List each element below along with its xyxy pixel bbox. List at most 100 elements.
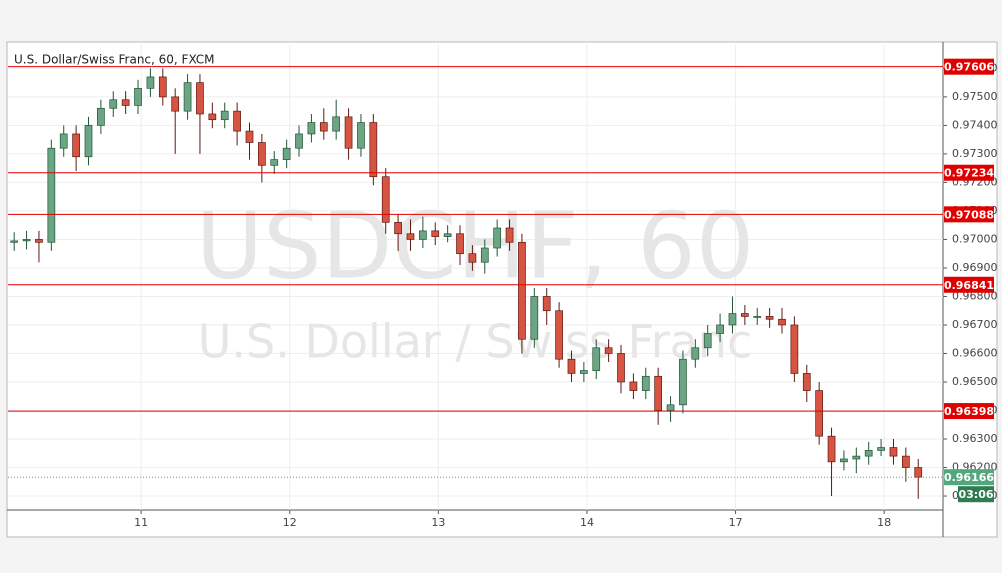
candle-body bbox=[84, 125, 93, 158]
candle-body bbox=[369, 122, 378, 178]
candle-body bbox=[901, 455, 910, 468]
candle-body bbox=[146, 76, 155, 89]
candle-body bbox=[47, 147, 56, 243]
candle-body bbox=[245, 130, 254, 143]
candle-body bbox=[443, 233, 452, 237]
watermark: USDCHF, 60 bbox=[196, 192, 754, 299]
last-price-label: 0.96166 bbox=[944, 471, 994, 484]
candle-body bbox=[344, 116, 353, 149]
candle-body bbox=[765, 316, 774, 320]
candle-body bbox=[171, 96, 180, 112]
candle-body bbox=[134, 87, 142, 106]
candle-body bbox=[852, 455, 861, 460]
candle-body bbox=[592, 347, 601, 371]
candle-body bbox=[35, 239, 43, 243]
candle-body bbox=[827, 435, 836, 463]
candle-body bbox=[109, 99, 118, 109]
candle-body bbox=[332, 116, 341, 132]
candle-body bbox=[456, 233, 464, 255]
candle-body bbox=[22, 239, 31, 242]
level-label: 0.97088 bbox=[944, 208, 994, 221]
candle-body bbox=[270, 159, 279, 166]
level-label: 0.96398 bbox=[944, 405, 994, 418]
y-tick-label: 0.97400 bbox=[952, 118, 998, 131]
candle-body bbox=[295, 133, 303, 149]
level-label-box bbox=[944, 58, 994, 75]
candle-body bbox=[691, 347, 700, 360]
chart-title: U.S. Dollar/Swiss Franc, 60, FXCM bbox=[14, 53, 215, 67]
x-tick-label: 13 bbox=[431, 516, 445, 529]
candle-body bbox=[877, 447, 885, 451]
candle-body bbox=[72, 133, 80, 158]
candle-body bbox=[258, 142, 266, 166]
candle-body bbox=[220, 110, 229, 121]
candle-body bbox=[580, 370, 588, 374]
candle-body bbox=[840, 458, 848, 463]
level-label: 0.97606 bbox=[944, 61, 994, 74]
candle-body bbox=[654, 375, 663, 411]
candle-body bbox=[741, 313, 749, 317]
candle-body bbox=[505, 227, 514, 243]
watermark-subtitle: U.S. Dollar / Swiss Franc bbox=[198, 315, 753, 369]
candle-body bbox=[419, 230, 427, 240]
candle-body bbox=[158, 76, 167, 98]
y-tick-label: 0.96300 bbox=[952, 432, 998, 445]
countdown: 03:06 bbox=[958, 488, 993, 501]
candle-body bbox=[617, 353, 625, 383]
candle-body bbox=[716, 324, 724, 334]
candle-body bbox=[802, 373, 811, 391]
x-tick-label: 14 bbox=[580, 516, 594, 529]
y-tick-label: 0.97300 bbox=[952, 147, 998, 160]
y-tick-label: 0.96600 bbox=[952, 346, 998, 359]
y-tick-label: 0.97000 bbox=[952, 232, 998, 245]
candle-body bbox=[97, 107, 105, 126]
candle-body bbox=[914, 467, 923, 478]
candle-body bbox=[790, 324, 799, 374]
last-price-box bbox=[944, 469, 994, 486]
candle-body bbox=[728, 313, 737, 326]
x-tick-label: 17 bbox=[729, 516, 743, 529]
candle-body bbox=[641, 375, 650, 391]
candle-body bbox=[394, 221, 402, 235]
level-label-box bbox=[944, 403, 994, 420]
candle-body bbox=[666, 404, 675, 411]
candle-body bbox=[208, 113, 217, 121]
x-tick-label: 18 bbox=[877, 516, 891, 529]
level-label: 0.96841 bbox=[944, 279, 994, 292]
candle-body bbox=[629, 381, 638, 391]
candle-body bbox=[431, 230, 440, 237]
candle-body bbox=[493, 227, 502, 249]
candle-body bbox=[233, 110, 241, 132]
candle-body bbox=[778, 318, 786, 326]
level-label: 0.97234 bbox=[944, 167, 994, 180]
candle-body bbox=[703, 333, 712, 349]
plot bbox=[10, 68, 923, 499]
candle-body bbox=[357, 122, 365, 149]
candle-body bbox=[196, 82, 204, 115]
candle-body bbox=[183, 82, 192, 112]
candle-body bbox=[480, 247, 489, 263]
y-tick-label: 0.96700 bbox=[952, 318, 998, 331]
candle-body bbox=[815, 390, 824, 437]
candle-body bbox=[555, 310, 563, 360]
level-label-box bbox=[944, 206, 994, 223]
countdown-box bbox=[958, 486, 994, 503]
candle-body bbox=[679, 358, 687, 406]
candle-body bbox=[468, 253, 477, 263]
candle-body bbox=[530, 296, 539, 340]
y-tick-label: 0.96900 bbox=[952, 261, 998, 274]
y-tick-label: 0.97500 bbox=[952, 90, 998, 103]
level-label-box bbox=[944, 276, 994, 293]
candle-body bbox=[319, 122, 328, 132]
candle-body bbox=[567, 358, 576, 374]
candle-body bbox=[307, 122, 316, 135]
candle-body bbox=[604, 347, 613, 354]
y-tick-label: 0.96500 bbox=[952, 375, 998, 388]
candle-body bbox=[381, 176, 390, 223]
overlay: 0.97606 0.97234 0.97088 0.96841 0.96398 0.961… bbox=[8, 58, 994, 503]
candle-body bbox=[282, 147, 291, 160]
candle-body bbox=[889, 447, 898, 457]
x-tick-label: 12 bbox=[283, 516, 297, 529]
candle-body bbox=[518, 241, 526, 340]
